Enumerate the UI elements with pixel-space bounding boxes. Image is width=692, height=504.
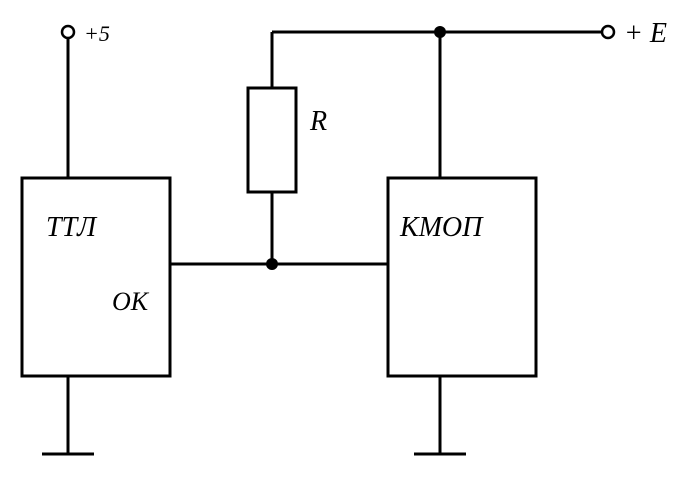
label-ttl-ok: ОК [112,287,150,316]
cmos-box [388,178,536,376]
node-mid-junction [266,258,278,270]
label-cmos: КМОП [399,212,484,243]
circuit-diagram: +5 + E R ТТЛ ОК КМОП [0,0,692,504]
label-right-supply: + E [624,18,667,49]
label-ttl: ТТЛ [46,212,98,243]
ttl-box [22,178,170,376]
terminal-right-supply [602,26,614,38]
node-top-junction [434,26,446,38]
terminal-left-supply [62,26,74,38]
label-left-supply: +5 [84,21,110,46]
label-resistor: R [309,106,327,137]
resistor-box [248,88,296,192]
